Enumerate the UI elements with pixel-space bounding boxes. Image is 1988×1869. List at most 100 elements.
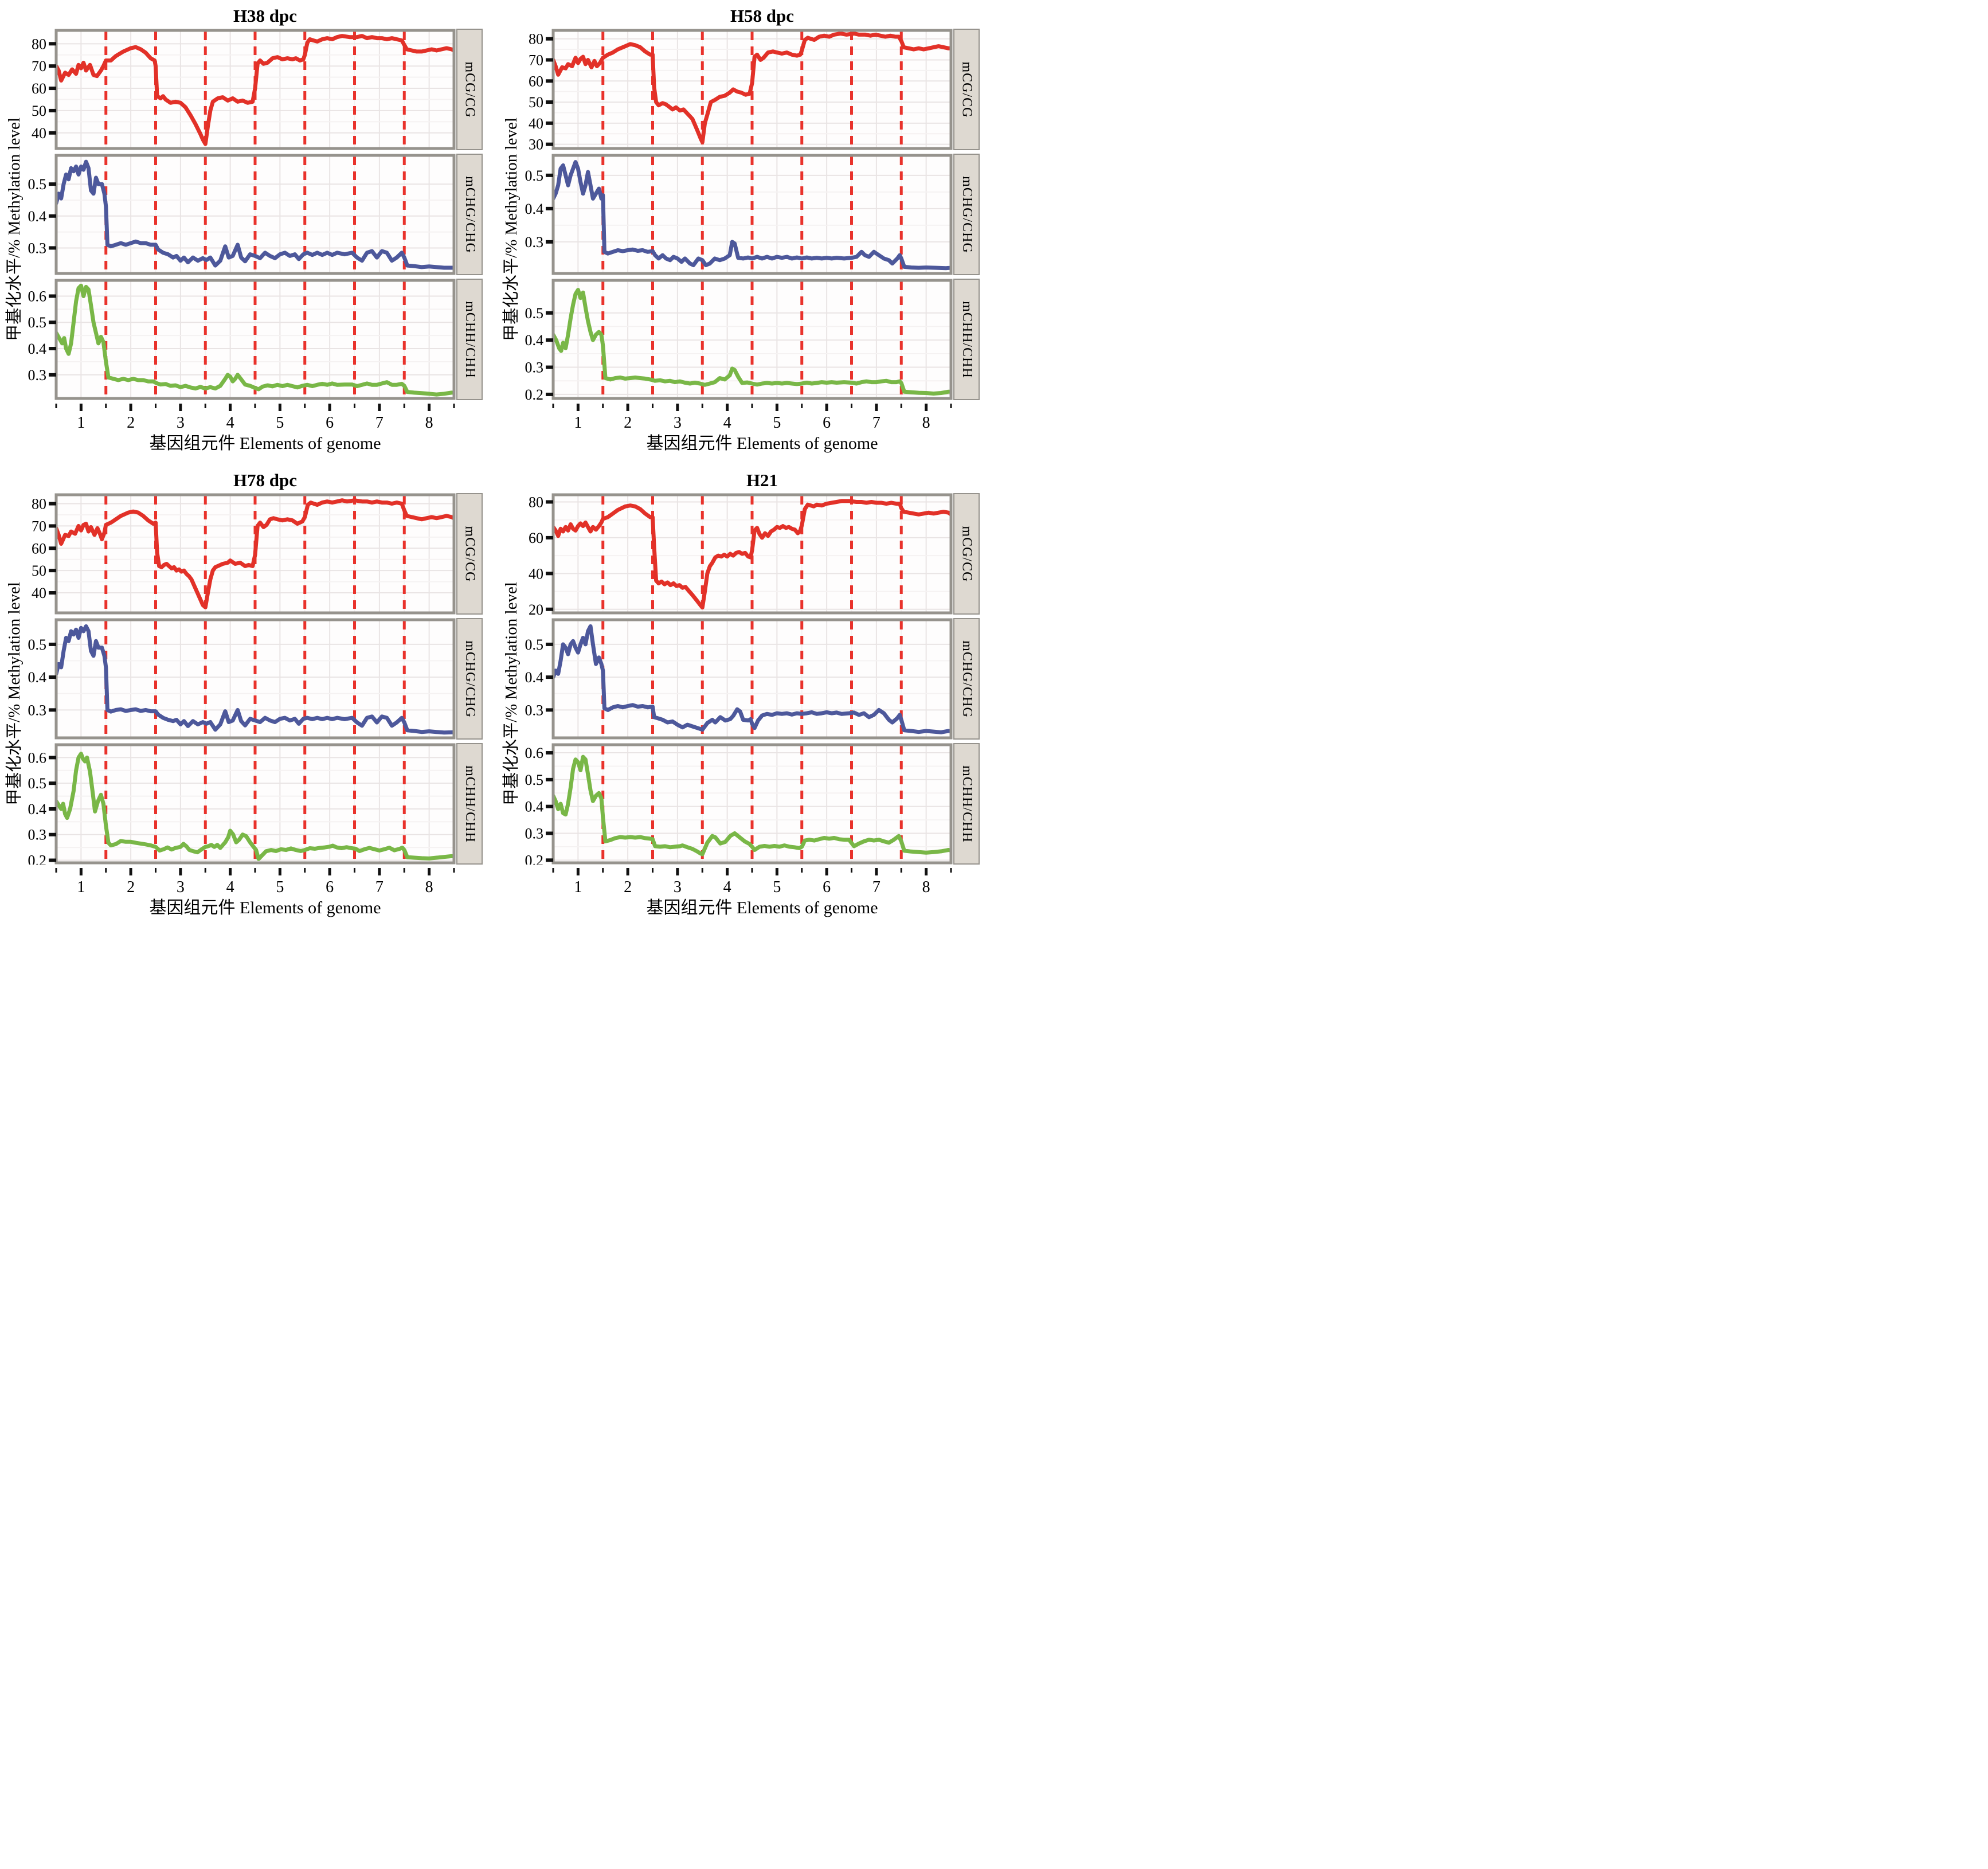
mchh-chh-line [553,288,951,396]
y-tick-label: 0.6 [525,745,544,761]
y-tick-label: 0.3 [525,359,544,376]
x-tick-mark [179,868,182,875]
x-tick-label: 7 [872,878,880,894]
x-tick-mark [751,868,753,873]
y-tick-label: 0.6 [28,749,47,766]
x-tick-mark [254,404,256,408]
mcg-cg-line [56,498,454,609]
y-tick-mark [49,756,56,760]
panel-h21: H21 甲基化水平/% Methylation level 20 40 60 80 0.3 0… [497,469,994,920]
y-tick-label: 0.4 [28,801,47,818]
y-tick-mark [546,675,553,679]
panel-title: H21 [746,470,778,490]
strip-label: mCG/CG [959,61,975,118]
x-tick-mark [105,404,107,408]
x-tick-label: 6 [326,414,334,430]
subplot-mchh-chh-chart: 0.2 0.3 0.4 0.5 0.6 [525,743,953,865]
strip-label: mCG/CG [462,525,478,582]
y-tick-label: 70 [32,58,46,75]
mcg-cg-line [56,34,454,146]
subplot-mcg-cg-chart: 40 50 60 70 80 [32,493,456,615]
plot-stack: 40 50 60 70 80 0.3 0.4 0.5 0.3 0.4 0.5 0.6 1 2 3 4 5 6 7 8 [23,29,456,430]
strip-column: mCG/CG mCHG/CHG mCHH/CHH [953,493,980,894]
y-tick-mark [49,832,56,836]
panel-title: H78 dpc [233,470,298,490]
x-tick-label: 2 [127,414,135,430]
x-tick-mark [204,868,206,873]
x-tick-mark [875,404,878,411]
panel-body: 甲基化水平/% Methylation level 30 40 50 60 70 80 0.3… [499,29,994,430]
strip-label: mCHH/CHH [462,300,478,378]
y-tick-mark [546,804,553,808]
subplot-mchg-chg-chart: 0.3 0.4 0.5 [28,154,456,275]
x-tick-mark [851,868,852,873]
x-tick-mark [701,404,703,408]
panel-title: H38 dpc [233,6,298,26]
y-tick-mark [49,373,56,377]
y-tick-label: 0.5 [28,636,47,653]
y-tick-label: 0.3 [28,827,47,843]
y-tick-label: 40 [32,125,46,142]
y-tick-label: 0.3 [525,234,544,251]
panel-body: 甲基化水平/% Methylation level 20 40 60 80 0.3 0.4 0… [499,493,994,894]
y-tick-mark [546,206,553,210]
x-tick-mark [328,404,331,411]
x-tick-mark [576,868,580,875]
x-tick-mark [129,404,132,411]
x-tick-mark [900,404,902,408]
x-tick-mark [79,404,83,411]
y-tick-mark [546,500,553,504]
mchh-chh-line [553,754,951,857]
subplot-mchg-chg-chart: 0.3 0.4 0.5 [525,154,953,275]
x-tick-mark [378,404,381,411]
y-tick-label: 80 [529,31,543,48]
y-tick-label: 0.5 [525,305,544,322]
x-tick-mark [304,404,306,408]
x-tick-mark [775,868,778,875]
y-tick-mark [546,392,553,396]
y-tick-mark [49,214,56,218]
x-tick-label: 4 [226,878,234,894]
x-tick-mark [626,404,629,411]
strip-mcg-cg: mCG/CG [953,493,980,615]
x-tick-mark [278,868,281,875]
x-tick-mark [900,868,902,873]
x-tick-label: 3 [674,878,682,894]
strip-label: mCG/CG [462,61,478,118]
x-tick-label: 8 [922,878,930,894]
y-tick-label: 50 [529,94,543,111]
y-tick-label: 0.4 [28,669,47,686]
x-tick-mark [229,868,232,875]
x-tick-mark [602,404,604,408]
x-tick-mark [676,404,679,411]
x-tick-label: 2 [127,878,135,894]
strip-label: mCHH/CHH [462,765,478,843]
x-tick-mark [851,404,852,408]
y-tick-label: 40 [529,115,543,132]
strip-mchh-chh: mCHH/CHH [456,743,483,865]
y-tick-label: 80 [529,494,543,510]
panel-frame [551,743,953,865]
y-tick-label: 20 [529,601,543,615]
x-tick-label: 1 [77,414,85,430]
y-tick-label: 0.5 [525,772,544,788]
plot-stack: 40 50 60 70 80 0.3 0.4 0.5 0.2 0.3 0.4 0.5 0.6 1 2 3 4 5 6… [23,493,456,894]
x-tick-mark [726,868,729,875]
y-tick-label: 70 [529,52,543,69]
x-axis-title: 基因组元件 Elements of genome [2,894,497,920]
x-tick-mark [354,868,355,873]
y-tick-mark [49,807,56,811]
strip-column: mCG/CG mCHG/CHG mCHH/CHH [456,29,483,430]
y-tick-mark [49,524,56,528]
y-tick-mark [49,131,56,135]
x-tick-label: 1 [574,414,582,430]
x-tick-label: 5 [276,414,284,430]
strip-mchh-chh: mCHH/CHH [456,279,483,400]
x-tick-mark [179,404,182,411]
x-axis-title-text: 基因组元件 Elements of genome [149,434,381,453]
x-axis-title: 基因组元件 Elements of genome [2,430,497,455]
y-tick-mark [546,240,553,244]
panel-title: H58 dpc [730,6,795,26]
y-tick-mark [49,294,56,298]
x-tick-label: 1 [77,878,85,894]
